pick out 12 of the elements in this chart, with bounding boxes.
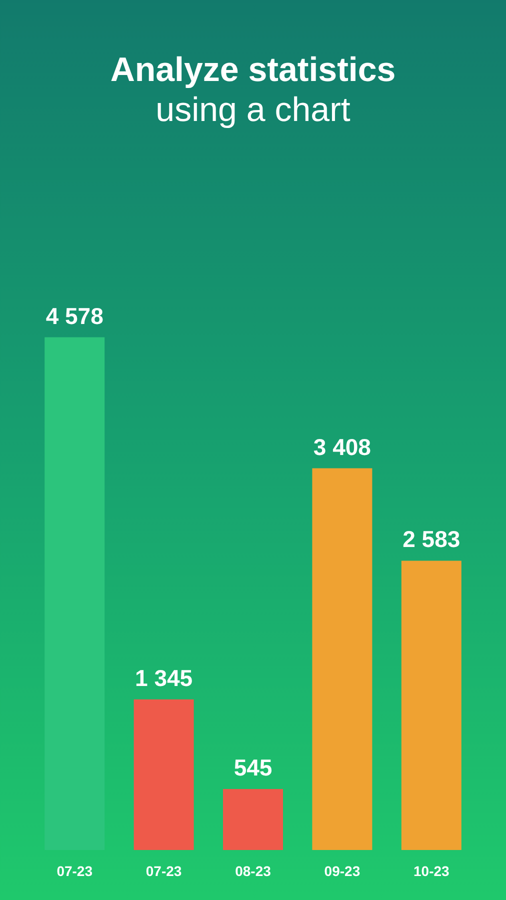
x-tick-label: 07-23 bbox=[56, 863, 93, 879]
chart-subtitle: using a chart bbox=[156, 91, 351, 129]
data-label: 545 bbox=[234, 754, 272, 780]
data-label: 3 408 bbox=[313, 434, 372, 460]
x-tick-label: 07-23 bbox=[146, 863, 182, 879]
x-tick-label: 09-23 bbox=[324, 863, 360, 879]
x-tick-label: 08-23 bbox=[235, 863, 272, 879]
data-label: 4 578 bbox=[46, 302, 104, 329]
chart-title: Analyze statistics bbox=[110, 51, 396, 89]
x-tick-label: 10-23 bbox=[413, 863, 450, 879]
data-label: 1 345 bbox=[135, 664, 193, 691]
data-label: 2 583 bbox=[402, 526, 460, 552]
